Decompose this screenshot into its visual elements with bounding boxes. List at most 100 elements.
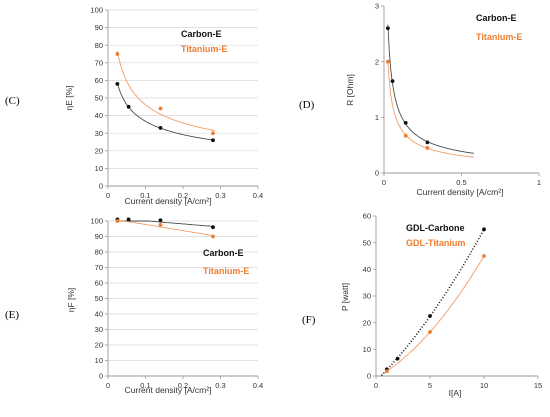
legend-entry: GDL-Titanium	[406, 238, 465, 248]
legend-entry: Carbon-E	[476, 13, 517, 23]
y-tick-label: 60	[95, 76, 103, 85]
x-axis-label: Current density [A/cm²]	[125, 385, 212, 395]
trendline-gdl-carbone	[380, 228, 485, 377]
data-point	[428, 330, 432, 334]
y-tick-label: 0	[99, 182, 103, 191]
chart-e: 0 0.1 0.2 0.3 0.4 0 10 20 30 40 50 60 70 80 90 100 Curre…	[5, 217, 263, 395]
y-tick-label: 60	[363, 212, 371, 221]
x-axis-label: Current density [A/cm²]	[417, 187, 504, 197]
data-point	[115, 52, 120, 56]
y-tick-label: 0	[375, 169, 379, 178]
y-tick-label: 50	[363, 238, 371, 247]
y-tick-label: 20	[95, 146, 103, 155]
y-tick-label: 80	[95, 41, 103, 50]
y-tick-label: 80	[95, 248, 103, 257]
legend-entry: GDL-Carbone	[406, 223, 465, 233]
x-tick-label: 0.3	[215, 381, 225, 390]
chart-c: 0 0.1 0.2 0.3 0.4 0 10 20 30 40 50 60 70 80 90 100 Curre…	[5, 6, 263, 206]
y-axis-label: ηF [%]	[66, 288, 76, 313]
y-axis-label: P [watt]	[340, 283, 350, 311]
data-point	[211, 234, 215, 239]
x-tick-label: 15	[534, 381, 542, 390]
x-tick-label: 10	[480, 381, 488, 390]
x-tick-label: 1	[537, 178, 541, 187]
x-tick-label: 0.4	[253, 191, 263, 200]
panel-label-e: (E)	[5, 309, 19, 321]
legend-entry: Titanium-E	[203, 266, 249, 276]
trendline-carbon-e	[116, 83, 214, 141]
data-point	[385, 59, 390, 64]
legend-entry: Titanium-E	[181, 44, 227, 54]
y-tick-label: 2	[375, 57, 379, 66]
y-tick-label: 10	[95, 356, 103, 365]
x-tick-label: 0.1	[140, 191, 150, 200]
y-tick-label: 20	[363, 318, 371, 327]
x-tick-label: 0.1	[140, 381, 150, 390]
y-tick-label: 3	[375, 2, 379, 11]
data-point	[482, 227, 486, 232]
y-tick-label: 70	[95, 263, 103, 272]
x-tick-label: 0.2	[178, 381, 188, 390]
data-point	[158, 222, 163, 227]
y-tick-label: 70	[95, 58, 103, 67]
data-point	[390, 79, 395, 84]
legend-entry: Carbon-E	[181, 29, 222, 39]
data-point	[425, 146, 430, 150]
data-point	[395, 356, 400, 361]
chart-d: 0 0.5 1 0 1 2 3 Current density [A/cm²] R [Ohm] (…	[299, 2, 541, 197]
trendline-titanium-e	[387, 62, 474, 158]
trendline-titanium-e	[117, 220, 214, 237]
x-axis-label: Current density [A/cm²]	[125, 196, 212, 206]
data-point	[403, 121, 408, 125]
x-tick-label: 0	[106, 191, 110, 200]
y-tick-label: 90	[95, 232, 103, 241]
trendline-titanium-e	[116, 51, 215, 132]
trendline-carbon-e	[387, 24, 474, 154]
x-tick-label: 0.5	[456, 178, 466, 187]
x-axis-label: I[A]	[449, 388, 462, 398]
data-point	[126, 104, 131, 109]
data-point	[211, 131, 215, 136]
x-tick-label: 0.4	[253, 381, 263, 390]
data-point	[115, 82, 120, 86]
data-point	[211, 225, 215, 230]
data-point	[403, 133, 408, 138]
y-tick-label: 1	[375, 113, 379, 122]
data-point	[211, 138, 215, 143]
data-point	[158, 218, 163, 223]
chart-f: 0 5 10 15 0 10 20 30 40 50 60 I[A] P [watt] (F) GDL-Ca…	[302, 212, 542, 398]
panel-label-f: (F)	[302, 314, 316, 326]
panel-label-c: (C)	[5, 95, 20, 107]
y-tick-label: 10	[363, 345, 371, 354]
y-tick-label: 50	[95, 294, 103, 303]
data-point	[425, 140, 430, 145]
y-tick-label: 0	[367, 372, 371, 381]
data-point	[126, 217, 131, 222]
x-tick-label: 0.3	[215, 191, 225, 200]
y-tick-label: 40	[363, 265, 371, 274]
y-tick-label: 30	[363, 292, 371, 301]
y-tick-label: 30	[95, 325, 103, 334]
data-point	[115, 219, 120, 223]
y-tick-label: 60	[95, 279, 103, 288]
y-tick-label: 40	[95, 310, 103, 319]
data-point	[158, 126, 163, 130]
y-tick-label: 0	[99, 372, 103, 381]
y-tick-label: 20	[95, 341, 103, 350]
x-tick-label: 0.2	[178, 191, 188, 200]
trendline-carbon-e	[117, 220, 214, 227]
y-tick-label: 10	[95, 164, 103, 173]
y-axis-label: R [Ohm]	[345, 74, 355, 106]
x-tick-label: 0	[382, 178, 386, 187]
y-tick-label: 90	[95, 23, 103, 32]
trendline-gdl-titanium	[381, 255, 485, 376]
legend-entry: Titanium-E	[476, 32, 522, 42]
y-tick-label: 50	[95, 94, 103, 103]
panel-label-d: (D)	[299, 99, 315, 111]
y-axis-label: ηE [%]	[64, 85, 74, 110]
y-tick-label: 100	[90, 6, 103, 15]
legend-entry: Carbon-E	[203, 248, 244, 258]
data-point	[482, 254, 486, 258]
y-tick-label: 100	[90, 217, 103, 226]
